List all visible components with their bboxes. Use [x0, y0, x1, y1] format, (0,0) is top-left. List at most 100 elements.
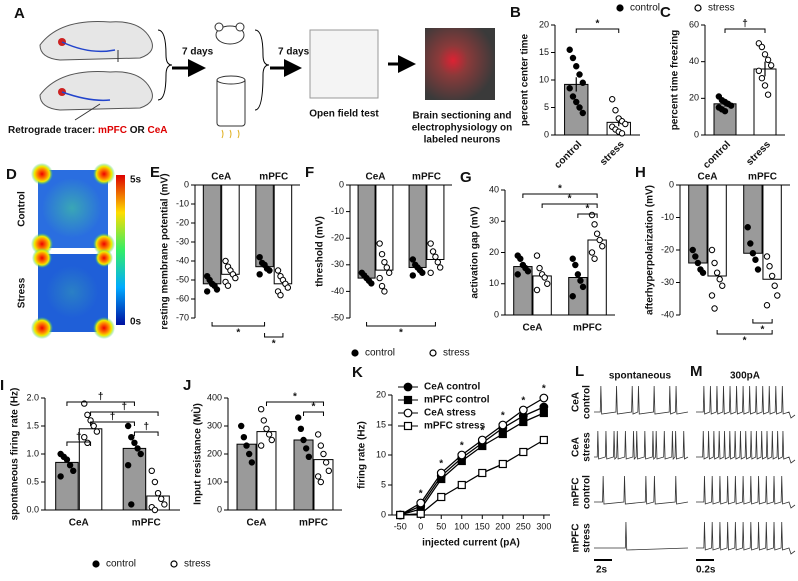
data-point: [569, 93, 577, 100]
data-point: [302, 445, 310, 452]
data-point: [161, 501, 168, 508]
data-point: [767, 62, 775, 69]
data-point: [245, 450, 253, 458]
test-label: Open field test: [309, 109, 379, 120]
data-point: [222, 257, 229, 265]
x-axis-label: injected current (pA): [422, 538, 520, 549]
data-point: [576, 71, 583, 78]
data-point: [574, 271, 582, 278]
y-tick-label: -70: [176, 312, 189, 322]
data-point: [719, 282, 726, 289]
data-point: [325, 467, 332, 474]
data-point: [263, 425, 270, 432]
data-point: [514, 271, 521, 278]
result-label: Brain sectioning and: [413, 111, 512, 122]
data-point: [317, 478, 325, 486]
data-point: [277, 292, 284, 299]
panel-title: 300pA: [730, 371, 760, 382]
y-tick-label: -50: [331, 312, 344, 322]
data-point: [322, 459, 330, 466]
data-point: [708, 246, 716, 254]
data-point: [378, 282, 386, 290]
x-tick-label: CeA: [69, 518, 89, 529]
interval-label: 7 days: [278, 47, 310, 58]
y-tick-label: 100: [207, 476, 222, 486]
legend-label: CeA stress: [424, 408, 476, 419]
significance-bracket: [716, 330, 773, 335]
significance-label: *: [542, 384, 546, 395]
data-point: [434, 258, 442, 266]
data-point: [579, 109, 586, 117]
data-point: [761, 51, 769, 58]
data-point: [689, 246, 696, 254]
x-tick-label: CeA: [522, 323, 542, 334]
y-tick-label: 5: [381, 479, 386, 489]
legend-marker: [429, 349, 437, 357]
significance-label: †: [143, 422, 149, 433]
data-point: [576, 104, 583, 111]
x-tick-label: 250: [516, 521, 531, 531]
significance-label: *: [521, 396, 525, 407]
y-tick-label: 10: [376, 449, 386, 459]
y-tick-label: 300: [207, 420, 222, 430]
data-point: [539, 408, 548, 418]
y-tick-label: -40: [331, 286, 344, 296]
data-point: [238, 422, 245, 430]
data-point: [314, 431, 322, 438]
data-point: [81, 434, 88, 441]
data-point: [314, 473, 322, 480]
bar: [426, 184, 445, 260]
brace: [157, 29, 173, 101]
panel-letter: K: [352, 364, 363, 381]
data-point: [154, 490, 162, 497]
data-point: [519, 417, 528, 427]
x-tick-label: 50: [436, 521, 446, 531]
data-point: [409, 256, 417, 263]
data-point: [240, 434, 248, 441]
y-tick-label: 40: [489, 184, 499, 194]
y-axis-label: threshold (mV): [315, 216, 326, 287]
data-point: [761, 82, 769, 89]
data-point: [763, 302, 771, 309]
legend-marker: [170, 560, 178, 568]
significance-bracket: [541, 203, 598, 208]
data-point: [151, 506, 159, 514]
legend-marker: [351, 349, 359, 357]
y-tick-label: 20: [376, 389, 386, 399]
bar: [564, 83, 589, 136]
significance-bracket: [66, 441, 92, 446]
significance-bracket: [724, 28, 766, 33]
data-point: [134, 445, 141, 452]
data-point: [203, 288, 211, 295]
x-tick-label: CeA: [246, 518, 266, 529]
legend-label: stress: [443, 348, 470, 359]
y-tick-label: 15: [376, 419, 386, 429]
data-point: [541, 274, 548, 281]
data-point: [368, 280, 375, 287]
data-point: [300, 436, 307, 444]
data-point: [266, 267, 273, 274]
y-tick-label: -30: [661, 277, 674, 287]
data-point: [124, 462, 132, 469]
significance-label: †: [76, 432, 82, 443]
data-point: [437, 492, 446, 502]
y-tick-label: -10: [661, 212, 674, 222]
trace-row-label: stress: [582, 432, 593, 462]
trace-row-label: mPFC: [571, 478, 582, 507]
data-point: [524, 268, 532, 275]
data-point: [317, 442, 325, 449]
x-tick-label: 200: [495, 521, 510, 531]
panel-letter: I: [0, 377, 4, 394]
data-point: [320, 450, 327, 458]
significance-label: †: [742, 19, 748, 30]
legend-marker: [403, 408, 413, 418]
data-point: [721, 107, 729, 115]
data-point: [498, 459, 507, 469]
x-tick-label: control: [552, 139, 584, 171]
data-point: [498, 429, 507, 439]
data-point: [727, 102, 735, 109]
trace-row-label: CeA: [571, 392, 582, 412]
data-point: [566, 46, 573, 53]
data-point: [618, 130, 626, 137]
